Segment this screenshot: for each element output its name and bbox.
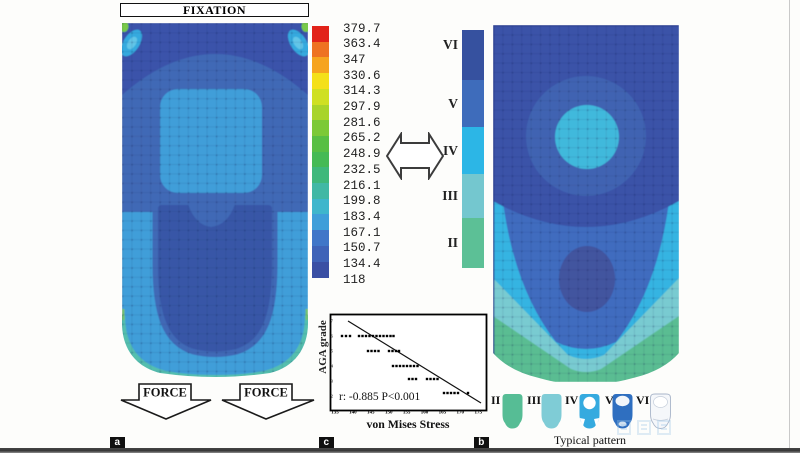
- svg-text:5: 5: [331, 349, 334, 354]
- svg-text:III: III: [527, 393, 541, 407]
- svg-text:140: 140: [349, 411, 357, 416]
- svg-text:150: 150: [385, 411, 393, 416]
- svg-text:6: 6: [331, 334, 334, 339]
- svg-text:155: 155: [403, 411, 411, 416]
- svg-text:3: 3: [331, 379, 334, 384]
- svg-text:160: 160: [421, 411, 429, 416]
- svg-text:IV: IV: [565, 393, 579, 407]
- svg-text:145: 145: [367, 411, 375, 416]
- svg-text:170: 170: [457, 411, 465, 416]
- svg-text:V: V: [605, 393, 614, 407]
- svg-text:FORCE: FORCE: [143, 386, 187, 400]
- svg-text:r: -0.885 P<0.001: r: -0.885 P<0.001: [339, 391, 420, 403]
- svg-text:165: 165: [439, 411, 447, 416]
- svg-text:II: II: [491, 393, 501, 407]
- svg-text:FORCE: FORCE: [244, 386, 288, 400]
- svg-text:4: 4: [331, 364, 334, 369]
- svg-text:7: 7: [331, 319, 334, 324]
- svg-text:2: 2: [331, 394, 333, 399]
- svg-text:VI: VI: [636, 393, 650, 407]
- svg-text:175: 175: [474, 411, 482, 416]
- svg-text:135: 135: [331, 411, 339, 416]
